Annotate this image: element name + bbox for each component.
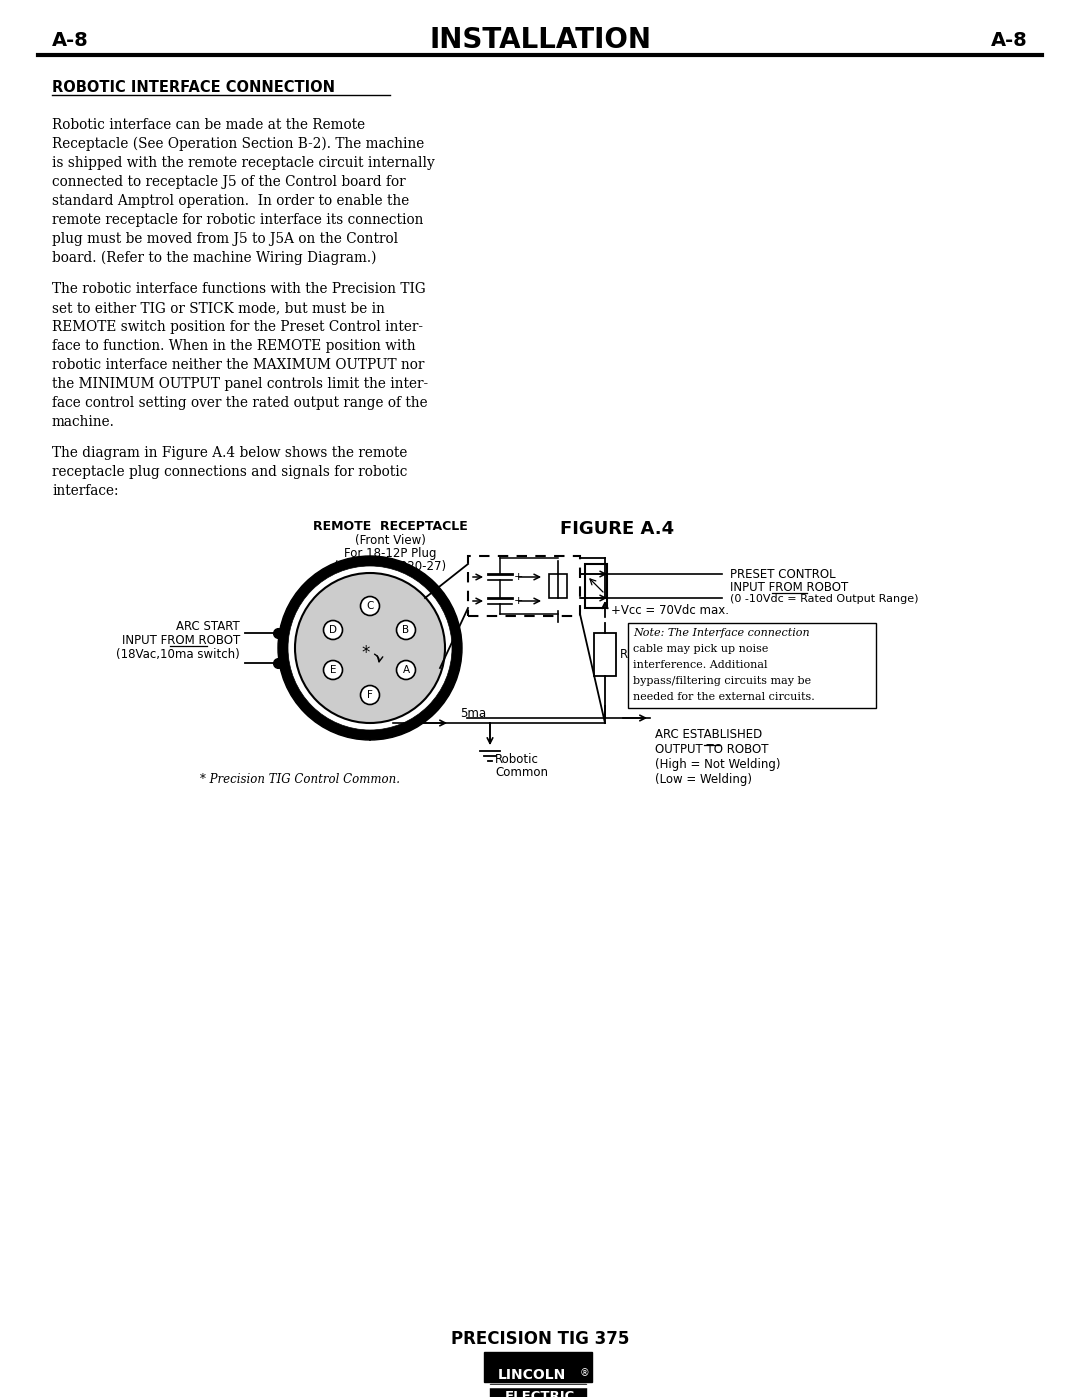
Circle shape [324, 620, 342, 640]
Text: INSTALLATION: INSTALLATION [429, 27, 651, 54]
Bar [594, 633, 616, 676]
Text: (LECO  S12020-27): (LECO S12020-27) [334, 560, 446, 573]
Text: The robotic interface functions with the Precision TIG: The robotic interface functions with the… [52, 282, 426, 296]
Text: INPUT FROM ROBOT: INPUT FROM ROBOT [730, 581, 848, 594]
Text: the MINIMUM OUTPUT panel controls limit the inter-: the MINIMUM OUTPUT panel controls limit … [52, 377, 428, 391]
Text: C: C [366, 601, 374, 610]
Text: *: * [362, 644, 370, 662]
Text: +: + [513, 571, 523, 583]
Bar [585, 564, 607, 608]
Text: set to either TIG or STICK mode, but must be in: set to either TIG or STICK mode, but mus… [52, 300, 384, 314]
Text: interference. Additional: interference. Additional [633, 659, 768, 671]
Bar [468, 556, 580, 616]
Text: A: A [403, 665, 409, 675]
Circle shape [361, 597, 379, 616]
Text: cable may pick up noise: cable may pick up noise [633, 644, 768, 654]
Text: A-8: A-8 [991, 31, 1028, 49]
Text: R = Vᴄᴄ / 5ma: R = Vᴄᴄ / 5ma [620, 647, 704, 661]
Text: D: D [329, 624, 337, 636]
Text: bypass/filtering circuits may be: bypass/filtering circuits may be [633, 676, 811, 686]
Text: remote receptacle for robotic interface its connection: remote receptacle for robotic interface … [52, 212, 423, 226]
Text: (0 -10Vdc = Rated Output Range): (0 -10Vdc = Rated Output Range) [730, 594, 918, 604]
Text: PRECISION TIG 375: PRECISION TIG 375 [450, 1330, 630, 1348]
Text: OUTPUT TO ROBOT: OUTPUT TO ROBOT [654, 743, 769, 756]
Text: face control setting over the rated output range of the: face control setting over the rated outp… [52, 395, 428, 409]
Circle shape [396, 620, 416, 640]
Text: (Low = Welding): (Low = Welding) [654, 773, 752, 787]
Text: ®: ® [580, 1368, 590, 1377]
Text: 5ma: 5ma [460, 707, 486, 719]
Text: robotic interface neither the MAXIMUM OUTPUT nor: robotic interface neither the MAXIMUM OU… [52, 358, 424, 372]
Circle shape [324, 661, 342, 679]
Text: standard Amptrol operation.  In order to enable the: standard Amptrol operation. In order to … [52, 194, 409, 208]
Text: REMOTE switch position for the Preset Control inter-: REMOTE switch position for the Preset Co… [52, 320, 423, 334]
Text: board. (Refer to the machine Wiring Diagram.): board. (Refer to the machine Wiring Diag… [52, 251, 377, 265]
Bar [627, 623, 876, 708]
Text: ARC START: ARC START [176, 620, 240, 633]
Text: (High = Not Welding): (High = Not Welding) [654, 759, 781, 771]
Text: For 18-12P Plug: For 18-12P Plug [343, 548, 436, 560]
Circle shape [396, 661, 416, 679]
Text: Robotic interface can be made at the Remote: Robotic interface can be made at the Rem… [52, 117, 365, 131]
Bar [549, 574, 567, 598]
Circle shape [278, 556, 462, 740]
Text: machine.: machine. [52, 415, 114, 429]
Text: ROBOTIC INTERFACE CONNECTION: ROBOTIC INTERFACE CONNECTION [52, 80, 335, 95]
Text: Robotic: Robotic [495, 753, 539, 766]
Text: REMOTE  RECEPTACLE: REMOTE RECEPTACLE [312, 520, 468, 534]
Text: B: B [403, 624, 409, 636]
Text: Note: The Interface connection: Note: The Interface connection [633, 629, 810, 638]
Text: ELECTRIC: ELECTRIC [504, 1390, 576, 1397]
Text: +: + [513, 597, 523, 606]
Text: The diagram in Figure A.4 below shows the remote: The diagram in Figure A.4 below shows th… [52, 446, 407, 460]
Text: PRESET CONTROL: PRESET CONTROL [730, 569, 836, 581]
Text: LINCOLN: LINCOLN [498, 1368, 566, 1382]
Bar [490, 1384, 586, 1397]
Text: Receptacle (See Operation Section B-2). The machine: Receptacle (See Operation Section B-2). … [52, 137, 424, 151]
Text: (Front View): (Front View) [354, 534, 426, 548]
Text: (18Vac,10ma switch): (18Vac,10ma switch) [117, 648, 240, 661]
Text: FIGURE A.4: FIGURE A.4 [561, 520, 674, 538]
Text: E: E [329, 665, 336, 675]
Text: plug must be moved from J5 to J5A on the Control: plug must be moved from J5 to J5A on the… [52, 232, 399, 246]
Text: connected to receptacle J5 of the Control board for: connected to receptacle J5 of the Contro… [52, 175, 406, 189]
Text: A-8: A-8 [52, 31, 89, 49]
Circle shape [288, 566, 453, 731]
Text: F: F [367, 690, 373, 700]
Circle shape [361, 686, 379, 704]
Text: Common: Common [495, 766, 548, 780]
Text: receptacle plug connections and signals for robotic: receptacle plug connections and signals … [52, 465, 407, 479]
Text: face to function. When in the REMOTE position with: face to function. When in the REMOTE pos… [52, 339, 416, 353]
Text: ARC ESTABLISHED: ARC ESTABLISHED [654, 728, 762, 740]
Text: interface:: interface: [52, 483, 119, 497]
Text: is shipped with the remote receptacle circuit internally: is shipped with the remote receptacle ci… [52, 156, 435, 170]
Text: +Vᴄᴄ = 70Vdc max.: +Vᴄᴄ = 70Vdc max. [611, 604, 729, 616]
Circle shape [295, 573, 445, 724]
Text: * Precision TIG Control Common.: * Precision TIG Control Common. [200, 773, 400, 787]
Bar [484, 1352, 592, 1382]
Text: needed for the external circuits.: needed for the external circuits. [633, 692, 814, 703]
Text: INPUT FROM ROBOT: INPUT FROM ROBOT [122, 634, 240, 647]
